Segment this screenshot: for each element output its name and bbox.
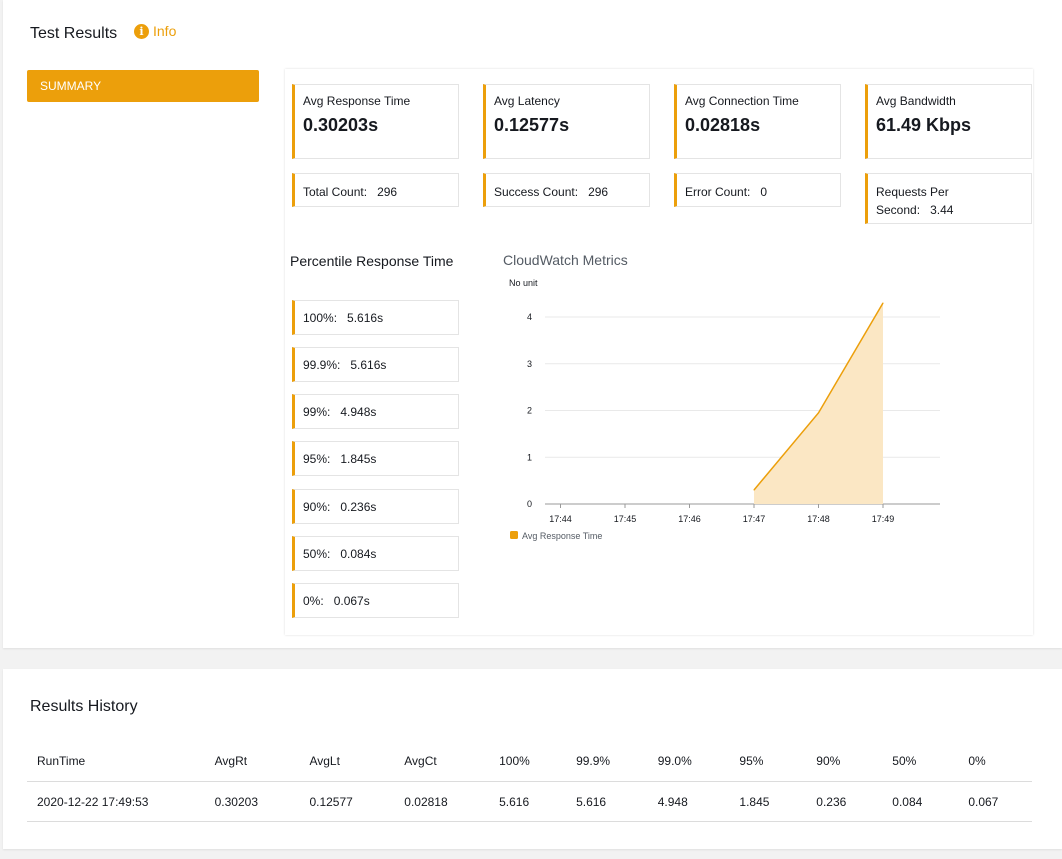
column-header: AvgRt: [204, 741, 300, 782]
percentile-item: 100%: 5.616s: [292, 300, 459, 335]
metric-card-avg-latency: Avg Latency 0.12577s: [483, 84, 650, 159]
metric-card-avg-connection-time: Avg Connection Time 0.02818s: [674, 84, 841, 159]
x-tick-label: 17:45: [614, 514, 637, 524]
data-point: [882, 302, 884, 304]
x-tick-label: 17:48: [807, 514, 830, 524]
percentile-label: 100%:: [303, 311, 338, 325]
count-value: 296: [588, 185, 609, 199]
metric-card-avg-response-time: Avg Response Time 0.30203s: [292, 84, 459, 159]
info-link[interactable]: i Info: [134, 23, 176, 39]
y-tick-label: 3: [527, 359, 532, 369]
count-label: Total Count:: [303, 185, 368, 199]
count-card-requests-per-second: Requests Per Second: 3.44: [865, 173, 1032, 224]
y-tick-label: 2: [527, 406, 532, 416]
metric-value: 0.30203s: [303, 115, 379, 135]
count-card-error: Error Count: 0: [674, 173, 841, 207]
percentile-value: 0.236s: [340, 500, 377, 514]
table-cell: 0.02818: [394, 781, 490, 822]
table-cell: 4.948: [647, 781, 730, 822]
percentile-label: 99.9%:: [303, 358, 341, 372]
percentile-item: 99.9%: 5.616s: [292, 347, 459, 382]
percentile-item: 95%: 1.845s: [292, 441, 459, 476]
count-value: 3.44: [930, 203, 954, 217]
metric-label: Avg Response Time: [303, 94, 411, 108]
percentile-item: 99%: 4.948s: [292, 394, 459, 429]
table-cell: 0.30203: [204, 781, 300, 822]
y-tick-label: 4: [527, 312, 532, 322]
count-label: Requests Per: [876, 185, 949, 199]
table-header-row: RunTime AvgRt AvgLt AvgCt 100% 99.9% 99.0% 95% 9…: [27, 741, 1032, 782]
percentile-value: 5.616s: [350, 358, 387, 372]
results-history-title: Results History: [30, 698, 138, 715]
x-tick-label: 17:44: [549, 514, 572, 524]
metric-label: Avg Connection Time: [685, 94, 799, 108]
count-label-line2: Second:: [876, 203, 921, 217]
x-tick-label: 17:46: [678, 514, 701, 524]
metric-card-avg-bandwidth: Avg Bandwidth 61.49 Kbps: [865, 84, 1032, 159]
metric-value: 0.02818s: [685, 115, 761, 135]
percentile-value: 5.616s: [347, 311, 384, 325]
percentile-label: 50%:: [303, 547, 331, 561]
percentile-label: 99%:: [303, 405, 331, 419]
data-point: [753, 489, 755, 491]
legend-swatch: [510, 531, 518, 539]
cloudwatch-chart: No unit 0 1 2 3 4 17:44 17:45 17:46 17:47 17:48 17:…: [509, 278, 940, 541]
table-row: 2020-12-22 17:49:53 0.30203 0.12577 0.02818…: [27, 781, 1032, 822]
column-header: 99.0%: [647, 741, 730, 782]
count-value: 296: [377, 185, 398, 199]
table-cell: 2020-12-22 17:49:53: [27, 781, 205, 822]
table-cell: 0.236: [806, 781, 883, 822]
data-point: [818, 412, 819, 414]
y-tick-label: 1: [527, 452, 532, 462]
percentile-value: 0.067s: [333, 594, 370, 608]
percentile-label: 0%:: [303, 594, 324, 608]
y-tick-label: 0: [527, 499, 532, 509]
legend-label: Avg Response Time: [522, 531, 602, 541]
y-axis-label: No unit: [509, 278, 538, 288]
percentile-item: 90%: 0.236s: [292, 489, 459, 524]
table-cell: 0.084: [882, 781, 959, 822]
column-header: AvgLt: [299, 741, 395, 782]
table-cell: 0.12577: [299, 781, 395, 822]
info-icon: i: [134, 23, 149, 39]
percentile-value: 1.845s: [340, 452, 377, 466]
summary-tab[interactable]: SUMMARY: [27, 70, 259, 102]
x-tick-label: 17:47: [743, 514, 766, 524]
column-header: 95%: [729, 741, 807, 782]
results-history-table: RunTime AvgRt AvgLt AvgCt 100% 99.9% 99.0% 95% 9…: [27, 741, 1032, 822]
series-area: [754, 302, 883, 504]
percentile-title: Percentile Response Time: [290, 253, 454, 269]
percentile-value: 0.084s: [340, 547, 377, 561]
percentile-item: 50%: 0.084s: [292, 536, 459, 571]
column-header: RunTime: [27, 741, 205, 782]
column-header: 99.9%: [566, 741, 648, 782]
metric-label: Avg Latency: [494, 94, 560, 108]
column-header: 90%: [806, 741, 883, 782]
column-header: AvgCt: [394, 741, 490, 782]
info-label: Info: [153, 23, 177, 39]
metric-value: 61.49 Kbps: [876, 115, 972, 135]
count-label: Success Count:: [494, 185, 579, 199]
column-header: 0%: [958, 741, 1032, 782]
metric-label: Avg Bandwidth: [876, 94, 956, 108]
count-value: 0: [760, 185, 768, 199]
table-cell: 0.067: [958, 781, 1032, 822]
table-cell: 5.616: [489, 781, 567, 822]
column-header: 100%: [489, 741, 567, 782]
percentile-label: 90%:: [303, 500, 331, 514]
count-card-success: Success Count: 296: [483, 173, 650, 207]
percentile-label: 95%:: [303, 452, 331, 466]
percentile-item: 0%: 0.067s: [292, 583, 459, 618]
table-cell: 1.845: [729, 781, 807, 822]
chart-title: CloudWatch Metrics: [503, 252, 628, 268]
table-cell: 5.616: [566, 781, 648, 822]
percentile-value: 4.948s: [340, 405, 377, 419]
count-label: Error Count:: [685, 185, 751, 199]
metric-value: 0.12577s: [494, 115, 570, 135]
count-card-total: Total Count: 296: [292, 173, 459, 207]
column-header: 50%: [882, 741, 959, 782]
x-tick-label: 17:49: [872, 514, 895, 524]
test-results-title: Test Results: [30, 25, 118, 42]
